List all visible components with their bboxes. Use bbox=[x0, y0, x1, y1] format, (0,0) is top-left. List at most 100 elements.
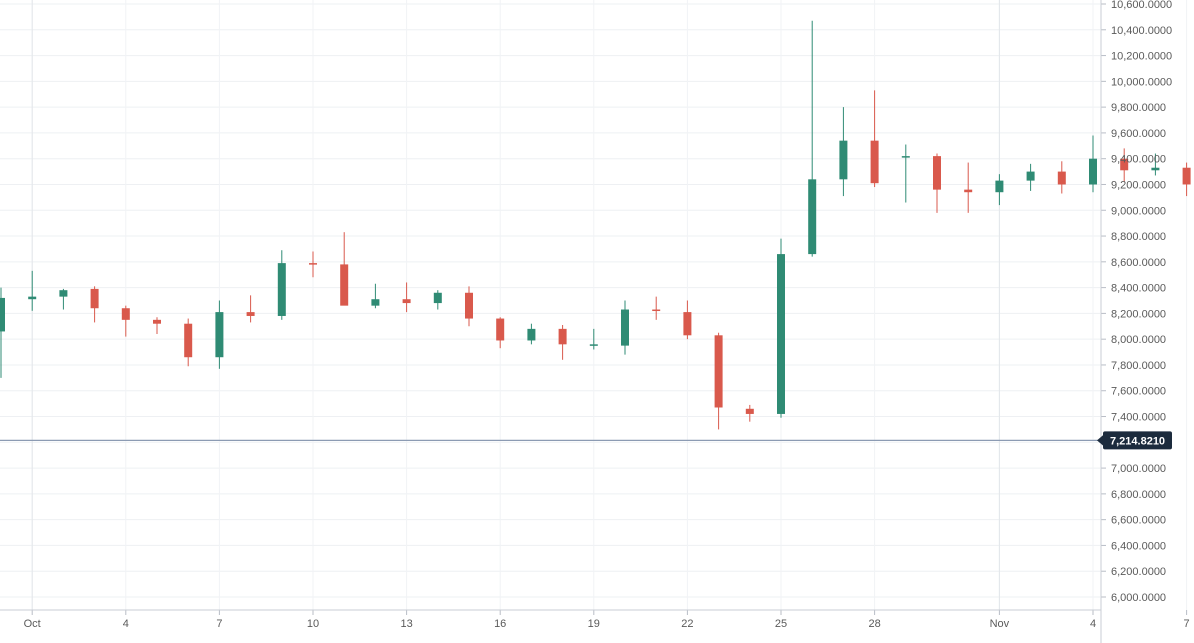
candle-body bbox=[1120, 158, 1129, 171]
overlays bbox=[0, 439, 1101, 441]
x-tick-label: 4 bbox=[123, 618, 129, 630]
candle-down bbox=[340, 232, 349, 306]
candle-up bbox=[1151, 153, 1160, 176]
candle-down bbox=[246, 295, 255, 323]
y-tick-label: 8,800.0000 bbox=[1111, 231, 1166, 243]
candle-down bbox=[402, 282, 411, 313]
x-tick-label: 10 bbox=[307, 618, 319, 630]
candle-down bbox=[309, 251, 317, 278]
y-tick-label: 9,000.0000 bbox=[1111, 205, 1166, 217]
candle-up bbox=[0, 287, 5, 378]
x-axis: Oct4710131619222528Nov4710131619222528De… bbox=[0, 609, 1190, 630]
candle-body bbox=[714, 335, 723, 408]
candle-body bbox=[90, 288, 99, 309]
candle-up bbox=[1089, 135, 1097, 193]
candle-body bbox=[433, 292, 442, 304]
candle-body bbox=[1026, 171, 1035, 181]
candle-body bbox=[59, 290, 68, 297]
candle-down bbox=[153, 317, 161, 335]
y-tick-label: 6,800.0000 bbox=[1111, 489, 1166, 501]
candle-down bbox=[933, 153, 941, 213]
candle-body bbox=[995, 180, 1004, 193]
candle-body bbox=[964, 189, 973, 193]
candle-body bbox=[1182, 167, 1191, 185]
candle-body bbox=[870, 140, 879, 184]
y-tick-label: 9,800.0000 bbox=[1111, 102, 1166, 114]
candle-up bbox=[839, 107, 848, 197]
candle-body bbox=[652, 309, 661, 312]
candle-up bbox=[277, 250, 286, 320]
grid bbox=[0, 0, 1188, 610]
candle-body bbox=[683, 312, 692, 336]
candle-up bbox=[28, 270, 37, 311]
candle-body bbox=[215, 312, 224, 358]
candle-body bbox=[496, 318, 505, 341]
candles bbox=[0, 20, 1191, 430]
candle-down bbox=[496, 317, 505, 349]
y-tick-label: 8,600.0000 bbox=[1111, 257, 1166, 269]
candle-down bbox=[745, 404, 754, 422]
x-tick-label: 7 bbox=[216, 618, 222, 630]
candle-body bbox=[1057, 171, 1066, 185]
candle-body bbox=[621, 309, 629, 346]
x-tick-label: 28 bbox=[868, 618, 880, 630]
candle-body bbox=[184, 323, 193, 358]
y-tick-label: 8,200.0000 bbox=[1111, 308, 1166, 320]
candle-body bbox=[246, 312, 255, 316]
candle-down bbox=[652, 296, 661, 320]
candle-down bbox=[1120, 148, 1129, 182]
candle-body bbox=[28, 296, 37, 300]
candle-body bbox=[121, 308, 130, 320]
candle-down bbox=[558, 324, 567, 360]
candle-up bbox=[995, 174, 1004, 206]
y-tick-label: 8,400.0000 bbox=[1111, 283, 1166, 295]
x-tick-label: Nov bbox=[990, 618, 1010, 630]
x-tick-label: 13 bbox=[400, 618, 412, 630]
x-tick-label: 16 bbox=[494, 618, 506, 630]
y-axis: 6,000.0000 6,200.0000 6,400.0000 6,600.0000… bbox=[1100, 0, 1172, 643]
x-tick-label: 7 bbox=[1184, 618, 1190, 630]
candle-body bbox=[589, 344, 598, 346]
candle-up bbox=[59, 288, 68, 310]
y-tick-label: 9,200.0000 bbox=[1111, 179, 1166, 191]
y-tick-label: 6,600.0000 bbox=[1111, 515, 1166, 527]
candle-down bbox=[184, 318, 193, 367]
candle-body bbox=[277, 263, 286, 316]
candle-up bbox=[777, 238, 785, 418]
candle-down bbox=[683, 300, 692, 340]
candle-up bbox=[215, 300, 224, 369]
candle-body bbox=[465, 292, 473, 319]
candle-body bbox=[901, 156, 910, 158]
x-tick-label: Oct bbox=[24, 618, 41, 630]
candle-down bbox=[1057, 161, 1066, 194]
y-tick-label: 10,200.0000 bbox=[1111, 51, 1172, 63]
candle-body bbox=[402, 299, 411, 304]
y-tick-label: 9,400.0000 bbox=[1111, 154, 1166, 166]
candle-up bbox=[433, 290, 442, 310]
candle-up bbox=[1026, 163, 1035, 191]
y-tick-label: 7,800.0000 bbox=[1111, 360, 1166, 372]
candle-down bbox=[964, 162, 973, 213]
candle-body bbox=[1151, 167, 1160, 171]
y-tick-label: 7,000.0000 bbox=[1111, 463, 1166, 475]
current-price-tag-bg bbox=[1103, 431, 1172, 450]
candle-down bbox=[465, 286, 473, 327]
candle-down bbox=[121, 305, 130, 337]
candle-up bbox=[527, 323, 536, 345]
candle-up bbox=[901, 144, 910, 203]
candle-body bbox=[1089, 158, 1097, 185]
candle-up bbox=[808, 20, 817, 257]
candle-up bbox=[589, 328, 598, 350]
y-tick-label: 10,000.0000 bbox=[1111, 76, 1172, 88]
y-tick-label: 8,000.0000 bbox=[1111, 334, 1166, 346]
candle-body bbox=[745, 408, 754, 414]
current-price-label: 7,214.8210 bbox=[1110, 435, 1165, 447]
current-price-tag: 7,214.8210 bbox=[1097, 431, 1172, 450]
candle-body bbox=[808, 179, 817, 255]
candle-body bbox=[839, 140, 848, 180]
x-tick-label: 4 bbox=[1090, 618, 1096, 630]
y-tick-label: 7,600.0000 bbox=[1111, 386, 1166, 398]
candle-body bbox=[777, 254, 785, 414]
